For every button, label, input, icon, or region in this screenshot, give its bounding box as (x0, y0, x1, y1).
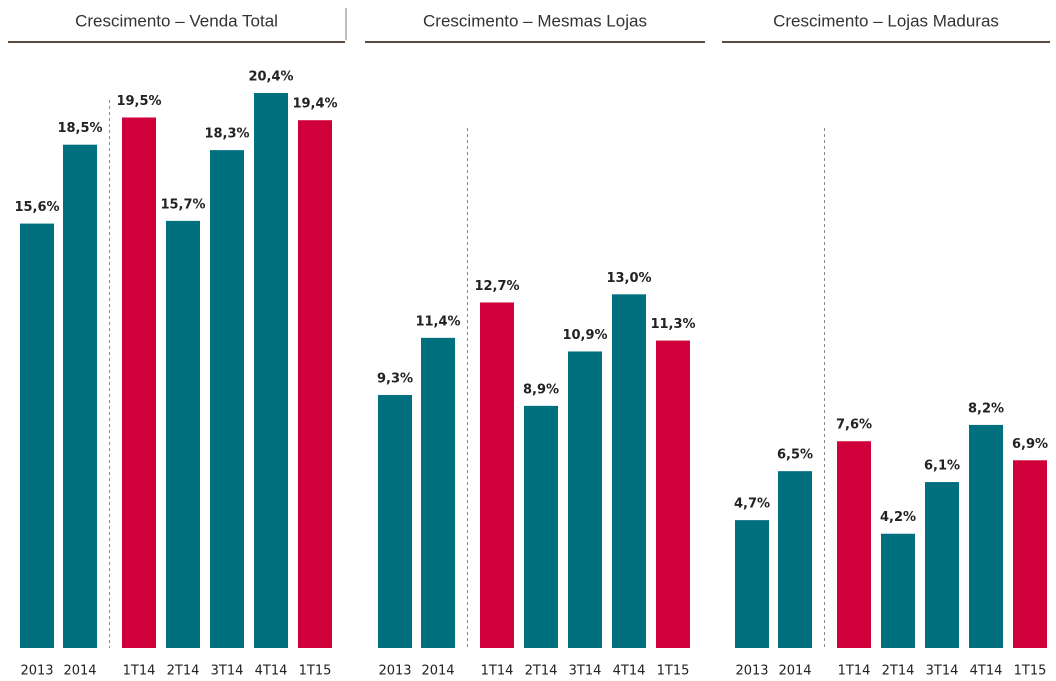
bar (524, 405, 558, 648)
value-label: 15,7% (160, 197, 205, 212)
value-label: 4,2% (880, 510, 916, 525)
value-label: 9,3% (377, 371, 413, 386)
bar (837, 441, 871, 648)
x-tick-label: 3T14 (569, 664, 602, 679)
value-label: 19,5% (116, 94, 161, 109)
value-label: 4,7% (734, 497, 770, 512)
bar (166, 220, 200, 648)
value-label: 8,9% (523, 382, 559, 397)
chart-title: Crescimento – Venda Total (75, 11, 278, 30)
x-tick-label: 1T15 (299, 664, 332, 679)
value-label: 6,1% (924, 459, 960, 474)
value-label: 10,9% (562, 328, 607, 343)
x-tick-label: 1T14 (481, 664, 514, 679)
x-tick-label: 2T14 (525, 664, 558, 679)
value-label: 18,5% (57, 121, 102, 136)
bar (421, 337, 455, 648)
value-label: 11,3% (650, 317, 695, 332)
bar (735, 520, 769, 648)
value-label: 19,4% (292, 97, 337, 112)
x-tick-label: 4T14 (613, 664, 646, 679)
bar (568, 351, 602, 648)
x-tick-label: 4T14 (970, 664, 1003, 679)
x-tick-label: 2013 (378, 664, 411, 679)
value-label: 15,6% (14, 200, 59, 215)
bar (969, 424, 1003, 648)
bar (254, 93, 288, 648)
bar (63, 144, 97, 649)
bar (925, 482, 959, 648)
bar (378, 394, 412, 648)
x-tick-label: 2014 (421, 664, 454, 679)
x-tick-label: 2013 (735, 664, 768, 679)
value-label: 12,7% (474, 279, 519, 294)
bar (480, 302, 514, 648)
bar (1013, 460, 1047, 648)
value-label: 18,3% (204, 127, 249, 142)
x-tick-label: 1T14 (123, 664, 156, 679)
chart-title: Crescimento – Lojas Maduras (773, 11, 999, 30)
value-label: 20,4% (248, 70, 293, 85)
bar (778, 471, 812, 648)
bar (298, 120, 332, 649)
chart-title: Crescimento – Mesmas Lojas (423, 11, 647, 30)
x-tick-label: 2014 (778, 664, 811, 679)
value-label: 6,9% (1012, 437, 1048, 452)
x-tick-label: 2T14 (167, 664, 200, 679)
x-tick-label: 3T14 (211, 664, 244, 679)
bar (656, 340, 690, 648)
value-label: 8,2% (968, 401, 1004, 416)
value-label: 13,0% (606, 271, 651, 286)
x-tick-label: 4T14 (255, 664, 288, 679)
bar (210, 150, 244, 648)
x-tick-label: 2013 (20, 664, 53, 679)
bar (881, 533, 915, 648)
x-tick-label: 3T14 (926, 664, 959, 679)
bar (122, 117, 156, 648)
x-tick-label: 1T14 (838, 664, 871, 679)
bar (612, 294, 646, 648)
x-tick-label: 1T15 (1014, 664, 1047, 679)
value-label: 6,5% (777, 448, 813, 463)
x-tick-label: 2014 (63, 664, 96, 679)
value-label: 7,6% (836, 418, 872, 433)
bar (20, 223, 54, 648)
value-label: 11,4% (415, 314, 460, 329)
x-tick-label: 2T14 (882, 664, 915, 679)
x-tick-label: 1T15 (657, 664, 690, 679)
